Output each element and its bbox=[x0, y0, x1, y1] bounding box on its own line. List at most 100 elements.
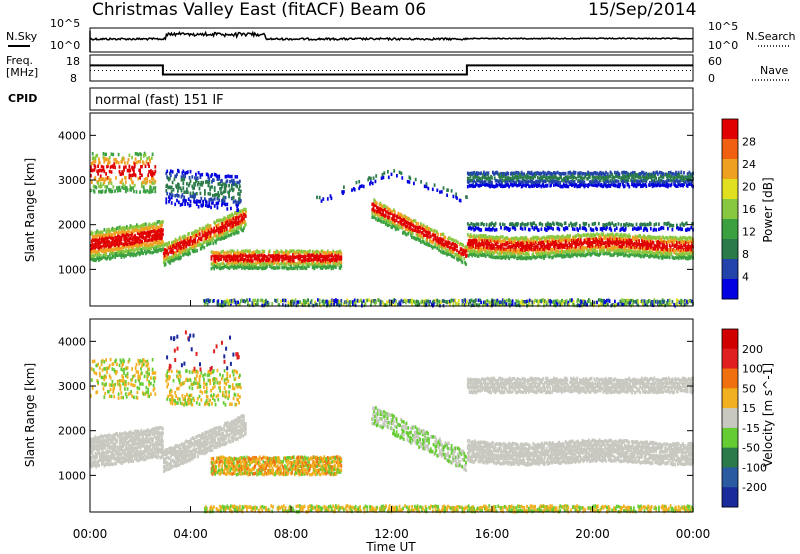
power-echo-cell bbox=[493, 236, 496, 240]
power-echo-cell bbox=[528, 228, 531, 232]
power-echo-cell bbox=[647, 240, 649, 245]
power-echo-cell bbox=[224, 251, 226, 255]
power-echo-cell bbox=[520, 236, 523, 240]
power-echo-cell bbox=[375, 203, 377, 207]
power-echo-cell bbox=[658, 235, 661, 239]
power-echo-cell bbox=[326, 257, 329, 262]
power-echo-cell bbox=[560, 175, 562, 180]
power-echo-cell bbox=[212, 201, 214, 205]
power-echo-cell bbox=[395, 224, 398, 228]
power-echo-cell bbox=[313, 262, 316, 266]
power-echo-cell bbox=[597, 182, 600, 187]
power-echo-cell bbox=[547, 235, 550, 239]
power-echo-cell bbox=[489, 244, 492, 248]
power-echo-cell bbox=[536, 254, 539, 258]
power-echo-cell bbox=[189, 251, 191, 256]
power-echo-cell bbox=[254, 256, 257, 261]
power-echo-cell bbox=[570, 247, 572, 251]
power-echo-cell bbox=[646, 173, 649, 177]
power-echo-cell bbox=[264, 266, 267, 270]
power-echo-cell bbox=[217, 255, 220, 259]
power-echo-cell bbox=[340, 251, 343, 256]
power-echo-cell bbox=[326, 251, 328, 255]
power-echo-cell bbox=[96, 169, 99, 173]
power-echo-cell bbox=[387, 175, 390, 180]
power-echo-cell bbox=[125, 186, 128, 190]
power-echo-cell bbox=[337, 253, 340, 257]
power-echo-cell bbox=[111, 242, 114, 246]
power-echo-cell bbox=[119, 188, 122, 193]
power-echo-cell bbox=[502, 247, 505, 251]
power-echo-cell bbox=[156, 234, 159, 238]
power-echo-cell bbox=[193, 242, 196, 246]
power-echo-cell bbox=[310, 253, 313, 257]
power-echo-cell bbox=[388, 220, 391, 225]
power-echo-cell bbox=[665, 184, 667, 188]
power-echo-cell bbox=[191, 175, 194, 179]
power-echo-cell bbox=[467, 254, 470, 258]
power-echo-cell bbox=[431, 187, 434, 192]
power-echo-cell bbox=[289, 249, 292, 253]
power-echo-cell bbox=[230, 263, 233, 267]
power-echo-cell bbox=[140, 224, 143, 228]
power-echo-cell bbox=[621, 170, 623, 175]
power-echo-cell bbox=[473, 179, 475, 183]
power-echo-cell bbox=[221, 182, 224, 186]
power-echo-cell bbox=[171, 250, 173, 255]
power-echo-cell bbox=[461, 260, 464, 265]
power-echo-cell bbox=[594, 171, 597, 175]
power-echo-cell bbox=[235, 226, 238, 230]
power-echo-cell bbox=[276, 260, 279, 265]
power-echo-cell bbox=[660, 237, 663, 241]
power-echo-cell bbox=[498, 172, 501, 177]
power-echo-cell bbox=[239, 189, 242, 193]
power-echo-cell bbox=[235, 216, 238, 220]
power-echo-cell bbox=[524, 227, 527, 231]
power-echo-cell bbox=[142, 154, 145, 158]
power-echo-cell bbox=[384, 213, 387, 218]
power-echo-cell bbox=[169, 173, 172, 178]
power-echo-cell bbox=[381, 212, 384, 217]
power-echo-cell bbox=[340, 264, 343, 268]
power-echo-cell bbox=[218, 193, 221, 198]
power-echo-cell bbox=[640, 176, 642, 180]
power-echo-cell bbox=[122, 182, 124, 186]
power-echo-cell bbox=[268, 257, 271, 261]
freq-panel: Freq. [MHz] 18 8 60 0 Nave bbox=[6, 54, 790, 85]
power-echo-cell bbox=[487, 180, 490, 185]
power-echo-cell bbox=[686, 236, 689, 241]
power-echo-cell bbox=[242, 228, 244, 233]
power-echo-cell bbox=[278, 254, 281, 258]
power-echo-cell bbox=[187, 252, 189, 257]
power-echo-cell bbox=[514, 172, 517, 177]
power-echo-cell bbox=[660, 226, 663, 230]
power-echo-cell bbox=[182, 199, 185, 203]
power-echo-cell bbox=[421, 240, 424, 244]
power-echo-cell bbox=[475, 171, 478, 175]
power-echo-cell bbox=[254, 261, 257, 265]
power-echo-cell bbox=[375, 201, 378, 205]
power-echo-cell bbox=[232, 264, 234, 269]
power-echo-cell bbox=[403, 221, 406, 226]
power-echo-cell bbox=[315, 255, 318, 259]
power-echo-cell bbox=[149, 250, 152, 255]
power-echo-cell bbox=[116, 236, 118, 240]
power-echo-cell bbox=[212, 299, 215, 303]
power-echo-cell bbox=[479, 177, 482, 181]
power-echo-cell bbox=[667, 171, 670, 175]
power-echo-cell bbox=[200, 196, 203, 201]
power-echo-cell bbox=[475, 234, 478, 238]
power-echo-cell bbox=[598, 245, 601, 250]
power-echo-cell bbox=[141, 180, 144, 185]
power-echo-cell bbox=[594, 183, 597, 188]
power-echo-cell bbox=[320, 199, 323, 203]
power-echo-cell bbox=[436, 246, 439, 250]
power-echo-cell bbox=[95, 243, 98, 247]
power-echo-cell bbox=[244, 214, 247, 218]
power-echo-cell bbox=[152, 186, 155, 190]
power-echo-cell bbox=[98, 160, 101, 165]
power-echo-cell bbox=[180, 240, 183, 245]
power-echo-cell bbox=[540, 171, 543, 176]
power-echo-cell bbox=[466, 253, 468, 258]
power-echo-cell bbox=[180, 237, 182, 242]
